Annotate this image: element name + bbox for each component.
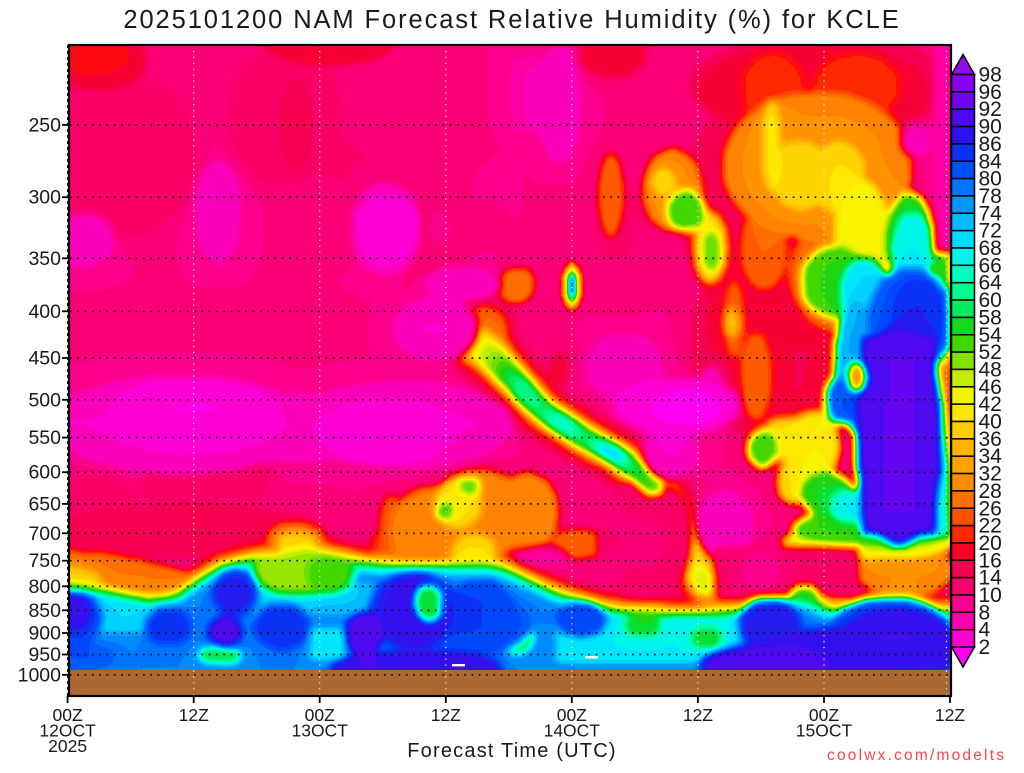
svg-text:74: 74 — [979, 202, 1003, 225]
svg-text:2: 2 — [979, 636, 991, 659]
svg-text:00Z: 00Z — [557, 705, 587, 725]
svg-text:00Z: 00Z — [53, 705, 83, 725]
svg-text:550: 550 — [28, 427, 61, 449]
svg-text:00Z: 00Z — [809, 705, 839, 725]
svg-text:00Z: 00Z — [305, 705, 335, 725]
svg-text:64: 64 — [979, 272, 1003, 295]
svg-text:86: 86 — [979, 133, 1002, 156]
svg-text:250: 250 — [28, 114, 61, 136]
svg-text:900: 900 — [28, 623, 61, 645]
svg-text:350: 350 — [28, 248, 61, 270]
svg-text:26: 26 — [979, 497, 1002, 520]
svg-text:54: 54 — [979, 324, 1003, 347]
svg-text:46: 46 — [979, 376, 1002, 399]
svg-text:32: 32 — [979, 463, 1002, 486]
svg-text:400: 400 — [28, 301, 61, 323]
svg-text:600: 600 — [28, 462, 61, 484]
svg-text:500: 500 — [28, 389, 61, 411]
svg-text:12Z: 12Z — [179, 705, 209, 725]
svg-text:2025101200 NAM Forecast Relati: 2025101200 NAM Forecast Relative Humidit… — [123, 6, 900, 34]
svg-text:36: 36 — [979, 428, 1002, 451]
svg-text:10: 10 — [979, 584, 1002, 607]
svg-text:72: 72 — [979, 220, 1002, 243]
svg-text:13OCT: 13OCT — [291, 721, 348, 741]
svg-text:12Z: 12Z — [431, 705, 461, 725]
svg-text:12Z: 12Z — [683, 705, 713, 725]
svg-text:58: 58 — [979, 306, 1002, 329]
svg-text:16: 16 — [979, 549, 1002, 572]
svg-text:4: 4 — [979, 619, 991, 642]
svg-text:450: 450 — [28, 348, 61, 370]
svg-text:84: 84 — [979, 150, 1003, 173]
svg-text:20: 20 — [979, 532, 1002, 555]
svg-text:96: 96 — [979, 81, 1002, 104]
svg-text:700: 700 — [28, 523, 61, 545]
svg-text:66: 66 — [979, 254, 1002, 277]
svg-text:14: 14 — [979, 567, 1003, 590]
svg-text:Forecast Time (UTC): Forecast Time (UTC) — [407, 740, 616, 762]
svg-text:14OCT: 14OCT — [544, 721, 601, 741]
svg-text:12OCT: 12OCT — [39, 721, 96, 741]
svg-text:650: 650 — [28, 493, 61, 515]
svg-text:42: 42 — [979, 393, 1002, 416]
svg-text:1000: 1000 — [18, 664, 62, 686]
svg-text:28: 28 — [979, 480, 1002, 503]
svg-text:8: 8 — [979, 601, 991, 624]
svg-text:15OCT: 15OCT — [796, 721, 853, 741]
svg-text:52: 52 — [979, 341, 1002, 364]
svg-text:2025: 2025 — [48, 736, 87, 756]
svg-text:78: 78 — [979, 185, 1002, 208]
svg-text:850: 850 — [28, 600, 61, 622]
svg-text:60: 60 — [979, 289, 1002, 312]
svg-text:22: 22 — [979, 515, 1002, 538]
svg-text:750: 750 — [28, 550, 61, 572]
svg-text:90: 90 — [979, 116, 1002, 139]
svg-text:40: 40 — [979, 411, 1002, 434]
svg-text:34: 34 — [979, 445, 1003, 468]
svg-text:950: 950 — [28, 644, 61, 666]
svg-text:12Z: 12Z — [935, 705, 965, 725]
svg-text:80: 80 — [979, 168, 1002, 191]
svg-text:coolwx.com/modelts: coolwx.com/modelts — [827, 747, 1006, 764]
svg-text:800: 800 — [28, 576, 61, 598]
svg-text:48: 48 — [979, 358, 1002, 381]
svg-text:92: 92 — [979, 98, 1002, 121]
svg-text:300: 300 — [28, 187, 61, 209]
svg-text:68: 68 — [979, 237, 1002, 260]
svg-text:98: 98 — [979, 64, 1002, 87]
